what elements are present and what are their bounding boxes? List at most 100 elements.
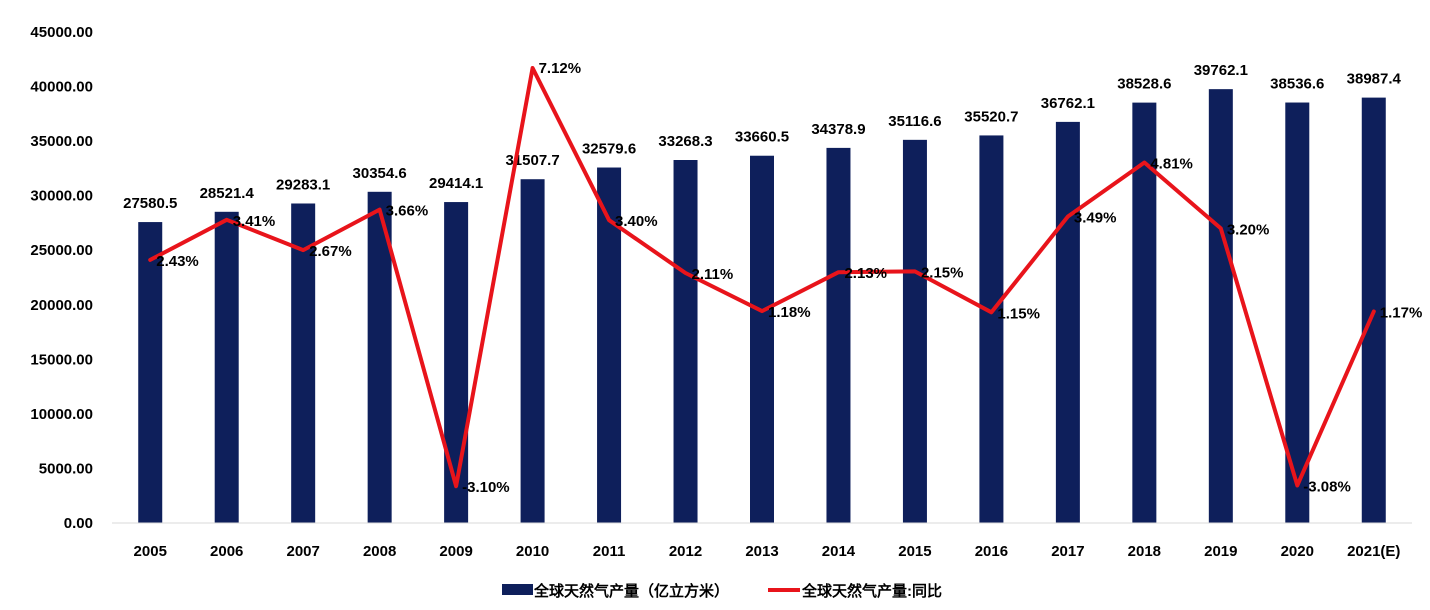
line-point <box>684 271 688 275</box>
line-value-label: 2.11% <box>692 266 734 283</box>
y-tick-label: 15000.00 <box>30 351 93 368</box>
y-tick-label: 20000.00 <box>30 297 93 314</box>
line-point <box>454 484 458 488</box>
bar-value-label: 33660.5 <box>735 129 789 146</box>
bar <box>1055 121 1080 523</box>
x-tick-label: 2020 <box>1281 543 1314 560</box>
bar-value-label: 38536.6 <box>1270 76 1324 93</box>
x-tick-label: 2015 <box>898 543 931 560</box>
line-point <box>301 248 305 252</box>
x-tick-label: 2013 <box>745 543 778 560</box>
x-tick-label: 2005 <box>134 543 167 560</box>
bar <box>138 222 163 523</box>
bar-series <box>138 89 1386 524</box>
bar-value-label: 38528.6 <box>1117 76 1171 93</box>
x-tick-label: 2009 <box>439 543 472 560</box>
bar-value-label: 29283.1 <box>276 176 330 193</box>
line-point <box>1372 309 1376 313</box>
bar-value-label: 38987.4 <box>1347 71 1402 88</box>
x-tick-label: 2006 <box>210 543 243 560</box>
bar-value-label: 35116.6 <box>888 113 941 130</box>
bar-value-label: 34378.9 <box>811 121 865 138</box>
y-tick-label: 40000.00 <box>30 79 93 96</box>
bar <box>1132 102 1157 523</box>
bar <box>979 135 1004 524</box>
line-value-label: 3.40% <box>615 213 658 230</box>
x-tick-label: 2017 <box>1051 543 1084 560</box>
x-tick-label: 2014 <box>822 543 856 560</box>
bar-value-label: 32579.6 <box>582 141 636 158</box>
y-tick-label: 25000.00 <box>30 242 93 259</box>
x-tick-label: 2021(E) <box>1347 543 1400 560</box>
y-tick-label: 45000.00 <box>30 24 93 41</box>
line-value-label: 2.13% <box>844 265 887 282</box>
line-value-label: 3.49% <box>1074 210 1117 227</box>
line-point <box>1066 215 1070 219</box>
line-value-label: 7.12% <box>539 60 582 77</box>
line-value-labels: 2.43% 3.41% 2.67% 3.66% -3.10% 7.12% 3.40% 2.11… <box>156 60 1422 496</box>
line-value-label: 3.66% <box>386 203 429 220</box>
y-tick-label: 35000.00 <box>30 133 93 150</box>
x-tick-label: 2019 <box>1204 543 1237 560</box>
bar-value-label: 39762.1 <box>1194 62 1248 79</box>
x-tick-label: 2016 <box>975 543 1008 560</box>
line-point <box>531 66 535 70</box>
bar <box>750 155 774 523</box>
line-point <box>1142 161 1146 165</box>
bar <box>444 202 469 523</box>
line-point <box>989 310 993 314</box>
x-tick-label: 2012 <box>669 543 702 560</box>
y-tick-label: 10000.00 <box>30 406 93 423</box>
x-tick-label: 2007 <box>286 543 319 560</box>
bar <box>826 147 851 523</box>
x-axis: 2005 2006 2007 2008 2009 2010 2011 2012 2013 2014… <box>134 543 1401 560</box>
legend-line-label: 全球天然气产量:同比 <box>801 582 942 600</box>
bar <box>291 203 316 524</box>
line-value-label: -3.08% <box>1303 478 1351 495</box>
bar <box>673 160 698 524</box>
bar-value-label: 28521.4 <box>200 185 255 202</box>
line-series <box>148 66 1376 489</box>
line-point <box>607 218 611 222</box>
line-value-label: 2.15% <box>921 264 964 281</box>
bar <box>1208 89 1233 523</box>
line-point <box>760 309 764 313</box>
bar-value-labels: 27580.5 28521.4 29283.1 30354.6 29414.1 31507… <box>123 62 1401 212</box>
line-value-label: 3.41% <box>233 213 276 230</box>
bar-value-label: 33268.3 <box>658 133 712 150</box>
line-value-label: 2.43% <box>156 253 199 270</box>
line-point <box>836 270 840 274</box>
y-tick-label: 30000.00 <box>30 188 93 205</box>
line-point <box>148 258 152 262</box>
bar-value-label: 27580.5 <box>123 195 177 212</box>
line-value-label: 3.20% <box>1227 221 1270 238</box>
x-tick-label: 2008 <box>363 543 396 560</box>
line-point <box>1219 226 1223 230</box>
x-tick-label: 2010 <box>516 543 549 560</box>
line-point <box>1295 483 1299 487</box>
bar-value-label: 29414.1 <box>429 175 483 192</box>
line-value-label: 1.17% <box>1380 304 1423 321</box>
line-point <box>913 269 917 273</box>
bar <box>520 179 545 523</box>
line-value-label: 2.67% <box>309 243 352 260</box>
bar-value-label: 35520.7 <box>964 108 1018 125</box>
line-value-label: 4.81% <box>1150 156 1193 173</box>
legend: 全球天然气产量（亿立方米） 全球天然气产量:同比 <box>502 582 942 600</box>
bar <box>902 139 927 524</box>
line-value-label: 1.18% <box>768 304 811 321</box>
legend-bar-swatch <box>502 584 533 595</box>
x-tick-label: 2011 <box>593 543 626 560</box>
bar <box>214 211 239 523</box>
legend-bar-label: 全球天然气产量（亿立方米） <box>533 582 729 600</box>
bar-value-label: 30354.6 <box>353 165 407 182</box>
line-value-label: 1.15% <box>997 305 1040 322</box>
bar <box>367 191 392 523</box>
line-point <box>378 208 382 212</box>
y-tick-label: 0.00 <box>64 515 93 532</box>
bar-value-label: 31507.7 <box>505 152 559 169</box>
line-value-label: -3.10% <box>462 479 510 496</box>
bar-value-label: 36762.1 <box>1041 95 1095 112</box>
